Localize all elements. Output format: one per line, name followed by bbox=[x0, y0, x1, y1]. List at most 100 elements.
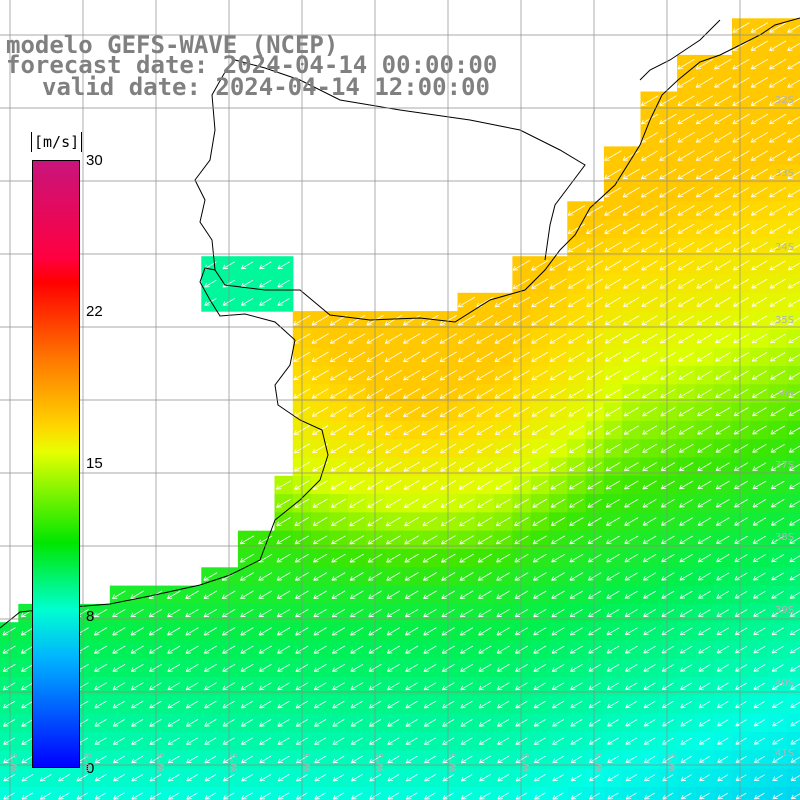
wind-arrow bbox=[588, 627, 602, 636]
wind-cell bbox=[677, 420, 696, 440]
wind-cell bbox=[677, 457, 696, 477]
wind-cell bbox=[677, 494, 696, 513]
wind-arrow bbox=[549, 388, 567, 399]
wind-arrow bbox=[623, 315, 640, 326]
wind-arrow bbox=[76, 792, 89, 800]
wind-cell bbox=[311, 530, 330, 550]
wind-cell bbox=[695, 256, 715, 276]
wind-cell bbox=[457, 622, 477, 642]
wind-arrow bbox=[185, 700, 199, 709]
wind-cell bbox=[585, 768, 605, 788]
wind-arrow bbox=[788, 335, 800, 344]
wind-cell bbox=[640, 530, 660, 550]
wind-cell bbox=[622, 750, 642, 770]
wind-cell bbox=[439, 585, 459, 605]
wind-arrow bbox=[476, 406, 494, 417]
wind-arrow bbox=[751, 388, 767, 398]
wind-cell bbox=[384, 494, 404, 513]
wind-cell bbox=[512, 549, 532, 568]
wind-cell bbox=[695, 512, 715, 532]
wind-arrow bbox=[586, 407, 603, 417]
wind-arrow bbox=[2, 682, 16, 691]
wind-arrow bbox=[348, 406, 366, 417]
wind-arrow bbox=[330, 406, 347, 417]
wind-arrow bbox=[533, 608, 547, 618]
wind-cell bbox=[329, 658, 349, 678]
wind-cell bbox=[164, 750, 184, 770]
wind-cell bbox=[713, 292, 733, 312]
wind-arrow bbox=[130, 627, 144, 636]
wind-cell bbox=[109, 677, 129, 696]
wind-arrow bbox=[751, 333, 768, 344]
wind-cell bbox=[768, 457, 788, 477]
wind-cell bbox=[640, 768, 660, 788]
wind-cell bbox=[713, 384, 733, 404]
wind-arrow bbox=[313, 553, 328, 563]
lon-label: W°5 bbox=[303, 752, 313, 772]
wind-arrow bbox=[551, 700, 565, 709]
wind-cell bbox=[658, 640, 678, 660]
legend-unit: [m/s] bbox=[31, 132, 83, 152]
wind-arrow bbox=[313, 700, 327, 709]
wind-arrow bbox=[660, 517, 675, 526]
wind-cell bbox=[732, 237, 751, 257]
wind-cell bbox=[384, 603, 404, 623]
wind-arrow bbox=[588, 664, 601, 672]
wind-cell bbox=[549, 677, 568, 696]
wind-cell bbox=[658, 732, 678, 751]
wind-cell bbox=[603, 585, 623, 605]
wind-cell bbox=[603, 329, 623, 349]
wind-cell bbox=[256, 274, 276, 294]
wind-arrow bbox=[203, 590, 218, 599]
wind-cell bbox=[713, 439, 733, 459]
wind-cell bbox=[768, 695, 788, 715]
wind-arrow bbox=[513, 406, 530, 417]
wind-cell bbox=[256, 567, 276, 587]
wind-arrow bbox=[623, 407, 639, 417]
wind-arrow bbox=[240, 572, 254, 581]
wind-cell bbox=[512, 585, 532, 605]
wind-arrow bbox=[259, 737, 272, 745]
wind-cell bbox=[457, 366, 477, 385]
wind-cell bbox=[256, 695, 276, 715]
wind-arrow bbox=[680, 755, 692, 763]
wind-cell bbox=[732, 311, 751, 330]
wind-arrow bbox=[496, 608, 510, 618]
wind-cell bbox=[677, 384, 696, 404]
wind-arrow bbox=[697, 517, 712, 526]
wind-arrow bbox=[149, 664, 162, 672]
wind-cell bbox=[366, 750, 385, 770]
wind-arrow bbox=[567, 223, 586, 234]
wind-arrow bbox=[623, 333, 640, 344]
wind-arrow bbox=[549, 315, 567, 326]
wind-cell bbox=[329, 622, 349, 642]
wind-cell bbox=[183, 750, 202, 770]
wind-cell bbox=[549, 786, 568, 800]
wind-cell bbox=[237, 713, 257, 733]
wind-arrow bbox=[149, 737, 162, 745]
wind-arrow bbox=[624, 535, 639, 545]
wind-arrow bbox=[384, 351, 403, 363]
wind-cell bbox=[384, 640, 404, 660]
wind-arrow bbox=[695, 95, 714, 106]
wind-cell bbox=[183, 786, 202, 800]
wind-arrow bbox=[570, 774, 583, 782]
wind-cell bbox=[494, 713, 513, 733]
wind-arrow bbox=[258, 535, 273, 545]
wind-cell bbox=[530, 384, 550, 404]
wind-arrow bbox=[149, 792, 162, 800]
wind-arrow bbox=[384, 406, 402, 417]
wind-cell bbox=[402, 695, 422, 715]
wind-arrow bbox=[476, 443, 494, 454]
wind-arrow bbox=[423, 627, 437, 636]
wind-arrow bbox=[385, 480, 402, 490]
wind-cell bbox=[274, 603, 294, 623]
wind-cell bbox=[622, 713, 642, 733]
wind-cell bbox=[109, 786, 129, 800]
wind-cell bbox=[457, 475, 477, 495]
wind-cell bbox=[366, 366, 385, 385]
wind-arrow bbox=[348, 369, 366, 381]
wind-cell bbox=[768, 567, 788, 587]
wind-cell bbox=[457, 530, 477, 550]
wind-arrow bbox=[698, 700, 711, 709]
